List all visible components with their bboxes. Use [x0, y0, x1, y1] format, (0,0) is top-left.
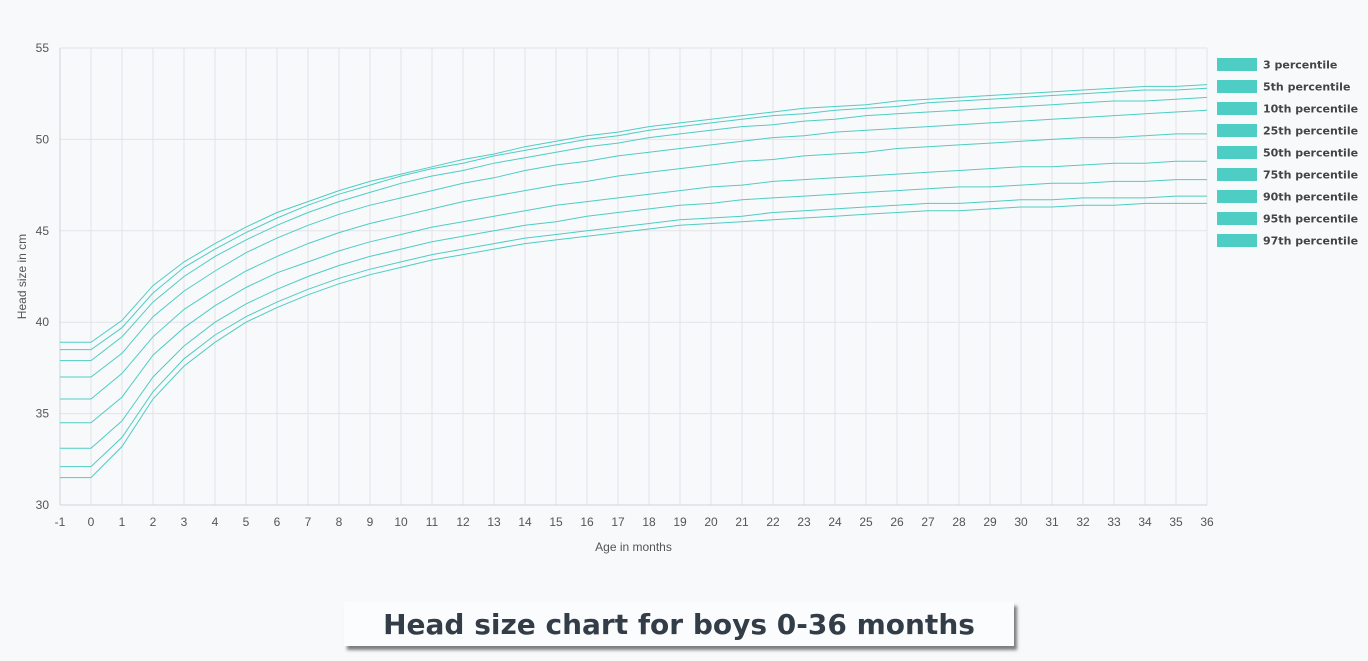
chart-grid — [59, 47, 1208, 506]
x-tick-label: 6 — [274, 515, 281, 529]
legend-swatch — [1217, 190, 1257, 203]
y-tick-label: 45 — [36, 224, 50, 238]
legend-label: 5th percentile — [1263, 81, 1350, 94]
x-tick-label: 24 — [828, 515, 842, 529]
legend-swatch — [1217, 58, 1257, 71]
x-tick-label: 33 — [1107, 515, 1121, 529]
legend-label: 95th percentile — [1263, 213, 1358, 226]
y-tick-label: 50 — [36, 132, 50, 146]
x-tick-label: 35 — [1169, 515, 1183, 529]
x-tick-label: 19 — [673, 515, 687, 529]
x-tick-label: 18 — [642, 515, 656, 529]
series-lines — [60, 84, 1208, 479]
legend-swatch — [1217, 212, 1257, 225]
x-tick-label: 11 — [426, 515, 439, 529]
x-tick-label: 7 — [305, 515, 312, 529]
series-line-7 — [60, 87, 1208, 351]
y-tick-label: 30 — [36, 498, 50, 512]
x-tick-label: 28 — [952, 515, 966, 529]
y-tick-label: 35 — [36, 407, 50, 421]
legend-swatch — [1217, 146, 1257, 159]
x-tick-label: 34 — [1138, 515, 1152, 529]
x-tick-label: 5 — [243, 515, 250, 529]
x-tick-label: 3 — [181, 515, 188, 529]
y-axis-ticks: 30 35 40 45 50 55 — [36, 41, 50, 512]
chart-svg: -1 0 1 2 3 4 5 6 7 8 9 10 11 12 13 14 15 16 17 18 19 20 21 22 23… — [15, 41, 1358, 554]
x-tick-label: 30 — [1014, 515, 1028, 529]
legend-swatch — [1217, 124, 1257, 137]
legend-swatch — [1217, 234, 1257, 247]
x-axis-ticks: -1 0 1 2 3 4 5 6 7 8 9 10 11 12 13 14 15 16 17 18 19 20 21 22 23… — [55, 515, 1214, 529]
x-tick-label: 4 — [212, 515, 219, 529]
x-tick-label: 1 — [119, 515, 126, 529]
x-tick-label: 10 — [394, 515, 408, 529]
x-tick-label: 14 — [518, 515, 532, 529]
chart-caption: Head size chart for boys 0-36 months — [383, 607, 975, 641]
series-line-5 — [60, 109, 1208, 378]
series-line-0 — [60, 202, 1207, 479]
x-tick-label: -1 — [55, 515, 66, 529]
y-tick-label: 40 — [36, 315, 50, 329]
x-tick-label: 21 — [735, 515, 749, 529]
x-tick-label: 16 — [580, 515, 594, 529]
y-axis-title: Head size in cm — [15, 234, 29, 319]
series-line-1 — [60, 195, 1207, 468]
x-tick-label: 23 — [797, 515, 811, 529]
x-tick-label: 0 — [88, 515, 95, 529]
legend-label: 50th percentile — [1263, 147, 1358, 160]
x-tick-label: 36 — [1200, 515, 1214, 529]
legend-label: 75th percentile — [1263, 169, 1358, 182]
series-line-8 — [60, 84, 1208, 343]
x-tick-label: 25 — [859, 515, 873, 529]
x-tick-label: 29 — [983, 515, 997, 529]
series-line-6 — [60, 96, 1208, 362]
chart-legend: 3 percentile 5th percentile 10th percentil… — [1217, 58, 1358, 248]
x-axis-title: Age in months — [595, 540, 672, 554]
x-tick-label: 20 — [704, 515, 718, 529]
x-tick-label: 22 — [766, 515, 780, 529]
legend-swatch — [1217, 168, 1257, 181]
series-line-2 — [60, 179, 1207, 449]
y-tick-label: 55 — [36, 41, 50, 55]
legend-label: 90th percentile — [1263, 191, 1358, 204]
series-line-3 — [60, 160, 1207, 424]
x-tick-label: 17 — [611, 515, 625, 529]
chart-caption-box: Head size chart for boys 0-36 months — [344, 602, 1014, 646]
x-tick-label: 31 — [1045, 515, 1059, 529]
legend-label: 25th percentile — [1263, 125, 1358, 138]
series-line-4 — [60, 133, 1207, 400]
x-tick-label: 32 — [1076, 515, 1090, 529]
legend-label: 10th percentile — [1263, 103, 1358, 116]
x-tick-label: 8 — [336, 515, 343, 529]
x-tick-label: 2 — [150, 515, 157, 529]
x-tick-label: 9 — [367, 515, 374, 529]
x-tick-label: 27 — [921, 515, 935, 529]
legend-swatch — [1217, 80, 1257, 93]
legend-label: 97th percentile — [1263, 235, 1358, 248]
legend-swatch — [1217, 102, 1257, 115]
x-tick-label: 15 — [549, 515, 563, 529]
head-size-chart: -1 0 1 2 3 4 5 6 7 8 9 10 11 12 13 14 15 16 17 18 19 20 21 22 23… — [15, 41, 1358, 554]
x-tick-label: 26 — [890, 515, 904, 529]
legend-label: 3 percentile — [1263, 59, 1337, 72]
x-tick-label: 12 — [456, 515, 470, 529]
x-tick-label: 13 — [487, 515, 501, 529]
